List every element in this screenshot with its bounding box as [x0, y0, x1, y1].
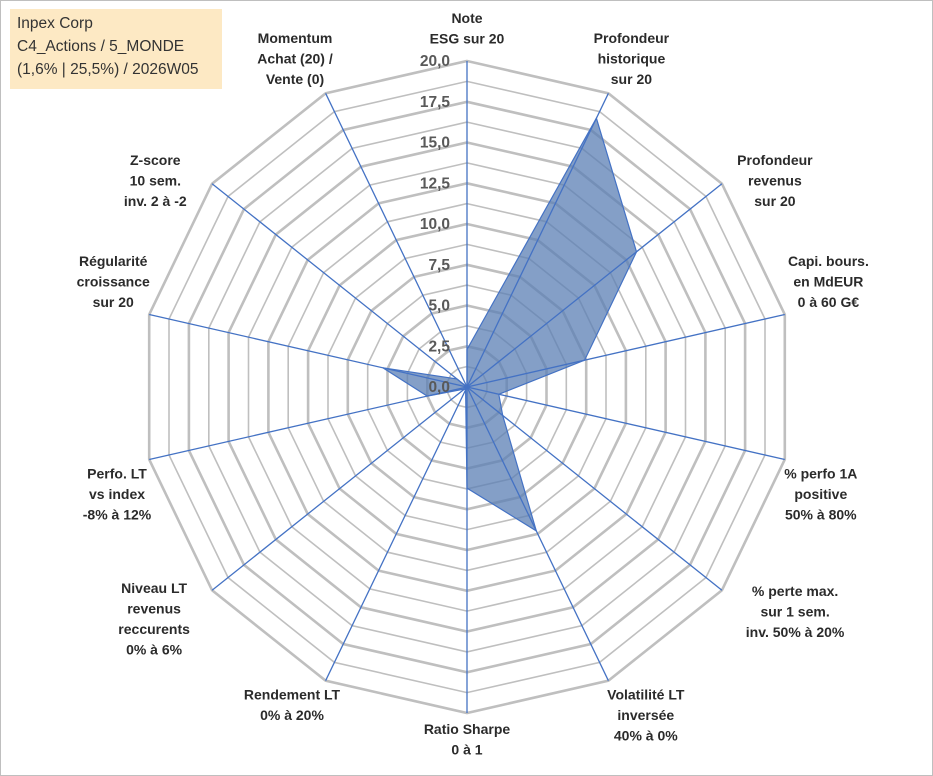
axis-label-line: 40% à 0% [614, 728, 678, 744]
axis-label-line: positive [794, 486, 847, 502]
axis-label: Ratio Sharpe 0 à 1 [424, 721, 511, 758]
axis-label-line: Rendement LT [244, 687, 341, 703]
axis-label-line: inv. 2 à -2 [124, 193, 187, 209]
axis-label-line: croissance [77, 274, 150, 290]
axis-label-line: revenus [127, 601, 181, 617]
axis-label: Rendement LT 0% à 20% [244, 687, 341, 724]
axis-label: Volatilité LT inversée 40% à 0% [607, 687, 685, 744]
axis-label-line: Niveau LT [121, 580, 187, 596]
axis-label-line: 10 sem. [130, 172, 181, 188]
axis-label: Profondeur historique sur 20 [594, 30, 670, 87]
axis-label-line: 0% à 6% [126, 642, 183, 658]
axis-label: Profondeur revenus sur 20 [737, 152, 813, 209]
chart-title-box: Inpex Corp C4_Actions / 5_MONDE (1,6% | … [10, 9, 222, 89]
axis-label-line: 0 à 60 G€ [798, 294, 860, 310]
radial-tick-label: 7,5 [428, 257, 450, 274]
axis-label-line: reccurents [118, 621, 190, 637]
axis-spoke [466, 386, 723, 591]
axis-label: Note ESG sur 20 [430, 10, 505, 47]
axis-spoke [466, 93, 609, 388]
axis-label-line: Achat (20) / [257, 50, 333, 66]
axis-label-line: sur 20 [93, 294, 134, 310]
axis-label: % perte max. sur 1 sem. inv. 50% à 20% [746, 583, 845, 640]
radial-tick-label: 12,5 [420, 175, 451, 192]
axis-label-line: Ratio Sharpe [424, 721, 511, 737]
category-label: C4_Actions / 5_MONDE [17, 38, 185, 55]
axis-label-line: % perte max. [752, 583, 838, 599]
axis-spoke [325, 93, 468, 388]
axis-label-line: inv. 50% à 20% [746, 624, 845, 640]
radial-tick-label: 0,0 [428, 379, 450, 396]
radial-tick-label: 17,5 [420, 94, 451, 111]
axis-spoke [211, 183, 468, 388]
radial-tick-label: 20,0 [420, 53, 450, 70]
axis-label: Perfo. LT vs index -8% à 12% [83, 466, 152, 523]
axis-label-line: Volatilité LT [607, 687, 685, 703]
axis-label-line: Vente (0) [266, 71, 324, 87]
axis-label-line: Momentum [258, 30, 333, 46]
radial-tick-label: 2,5 [428, 338, 450, 355]
axis-spoke [466, 386, 609, 681]
axis-label-line: sur 20 [754, 193, 795, 209]
axis-spoke [211, 386, 468, 591]
axis-label-line: Profondeur [594, 30, 670, 46]
axis-label-line: historique [598, 50, 666, 66]
parameters-label: (1,6% | 25,5%) / 2026W05 [17, 61, 199, 78]
axis-spoke [466, 183, 723, 388]
axis-label: Z-score 10 sem. inv. 2 à -2 [124, 152, 187, 209]
axis-spoke [466, 313, 785, 388]
axis-label: Capi. bours. en MdEUR 0 à 60 G€ [788, 253, 869, 310]
axis-label-line: Régularité [79, 253, 148, 269]
axis-label-line: 0% à 20% [260, 707, 324, 723]
radial-tick-label: 5,0 [428, 298, 450, 315]
axis-spoke [466, 386, 785, 461]
axis-spoke [325, 386, 468, 681]
axis-label-line: Profondeur [737, 152, 813, 168]
axis-label-line: inversée [617, 707, 674, 723]
axis-label-line: revenus [748, 172, 802, 188]
axis-label-line: sur 1 sem. [760, 604, 829, 620]
axis-label-line: ESG sur 20 [430, 31, 505, 47]
axis-label-line: sur 20 [611, 71, 652, 87]
axis-label-line: 50% à 80% [785, 507, 857, 523]
radial-tick-label: 10,0 [420, 216, 450, 233]
axis-label: % perfo 1A positive 50% à 80% [784, 466, 857, 523]
axis-label-line: Perfo. LT [87, 466, 147, 482]
axis-label-line: -8% à 12% [83, 507, 152, 523]
axis-label-line: vs index [89, 486, 145, 502]
axis-label-line: Capi. bours. [788, 253, 869, 269]
radial-tick-label: 15,0 [420, 135, 450, 152]
axis-label-line: 0 à 1 [451, 742, 482, 758]
axis-label-line: en MdEUR [793, 274, 863, 290]
axis-label: Momentum Achat (20) / Vente (0) [257, 30, 333, 87]
axis-spoke [149, 313, 468, 388]
axis-label-line: Z-score [130, 152, 181, 168]
axis-label: Niveau LT revenus reccurents 0% à 6% [118, 580, 190, 658]
company-name: Inpex Corp [17, 15, 93, 32]
axis-label-line: Note [451, 10, 482, 26]
axis-label: Régularité croissance sur 20 [77, 253, 150, 310]
axis-label-line: % perfo 1A [784, 466, 857, 482]
axis-spoke [149, 386, 468, 461]
